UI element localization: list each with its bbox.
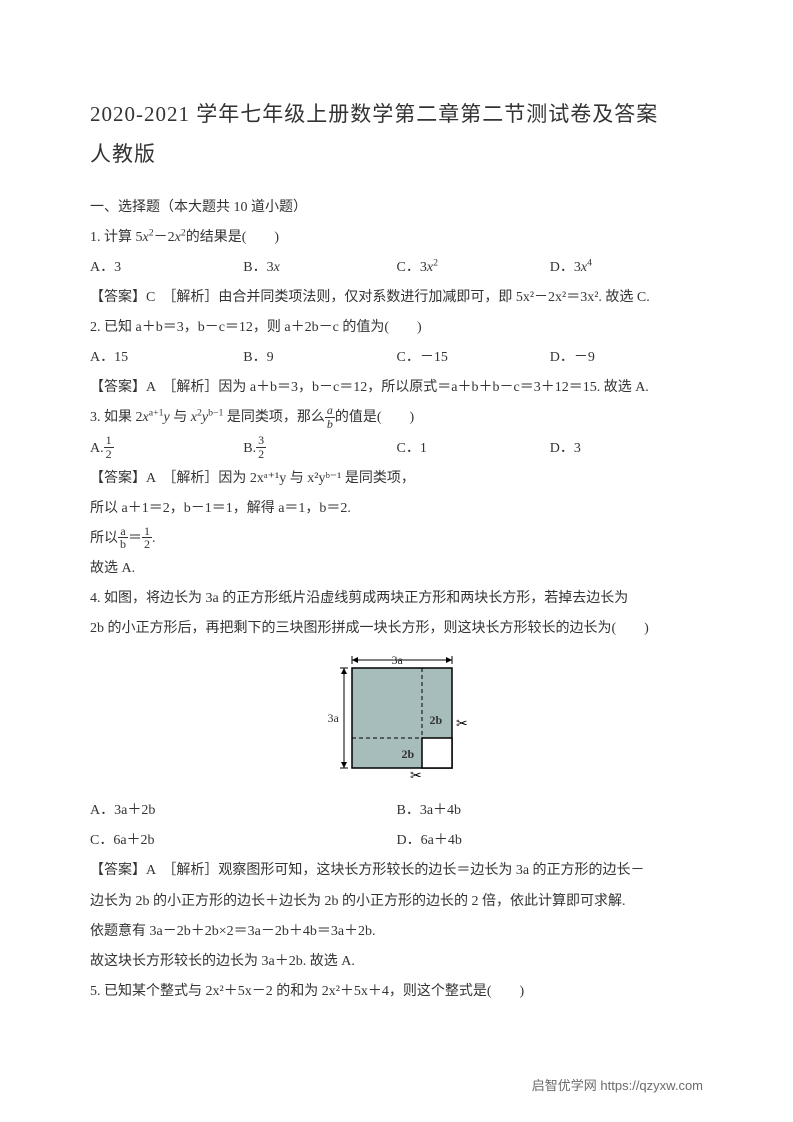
q3-answer-1: 【答案】A ［解析］因为 2xᵃ⁺¹y 与 x²yᵇ⁻¹ 是同类项， — [90, 464, 703, 494]
q3-opt-a: A.12 — [90, 434, 243, 464]
q2-stem: 2. 已知 a＋b＝3，b－c＝12，则 a＋2b－c 的值为( ) — [90, 313, 703, 343]
q2-opt-d: D．－9 — [550, 343, 703, 373]
q4-opt-b: B．3a＋4b — [397, 796, 704, 826]
fig-label-3a-top: 3a — [392, 648, 403, 674]
title-line-2: 人教版 — [90, 142, 156, 166]
q4-figure-wrap: ✂ ✂ 3a 3a 2b 2b — [90, 650, 703, 792]
q3-opt-d: D．3 — [550, 434, 703, 464]
q2-opt-b: B．9 — [243, 343, 396, 373]
q5-stem: 5. 已知某个整式与 2x²＋5x－2 的和为 2x²＋5x＋4，则这个整式是(… — [90, 977, 703, 1007]
fig-label-2b-right: 2b — [430, 708, 443, 734]
page-footer: 启智优学网 https://qzyxw.com — [532, 1072, 703, 1100]
q4-answer-3: 依题意有 3a－2b＋2b×2＝3a－2b＋4b＝3a＋2b. — [90, 917, 703, 947]
q1-opt-d: D．3x4 — [550, 253, 703, 283]
svg-text:✂: ✂ — [410, 769, 422, 780]
q1-opt-b: B．3x — [243, 253, 396, 283]
q1-answer: 【答案】C ［解析］由合并同类项法则，仅对系数进行加减即可，即 5x²－2x²＝… — [90, 283, 703, 313]
section-1-heading: 一、选择题（本大题共 10 道小题） — [90, 193, 703, 223]
fig-label-3a-left: 3a — [328, 706, 339, 732]
q4-stem-1: 4. 如图，将边长为 3a 的正方形纸片沿虚线剪成两块正方形和两块长方形，若掉去… — [90, 584, 703, 614]
q3-stem: 3. 如果 2xa+1y 与 x2yb−1 是同类项，那么ab的值是( ) — [90, 403, 703, 433]
q1-opt-a: A．3 — [90, 253, 243, 283]
fig-label-2b-bottom: 2b — [402, 742, 415, 768]
q4-answer-1: 【答案】A ［解析］观察图形可知，这块长方形较长的边长＝边长为 3a 的正方形的… — [90, 856, 703, 886]
q3-answer-2: 所以 a＋1＝2，b－1＝1，解得 a＝1，b＝2. — [90, 494, 703, 524]
q2-opt-a: A．15 — [90, 343, 243, 373]
q4-opt-d: D．6a＋4b — [397, 826, 704, 856]
q4-options-row2: C．6a＋2b D．6a＋4b — [90, 826, 703, 856]
q4-stem-2: 2b 的小正方形后，再把剩下的三块图形拼成一块长方形，则这块长方形较长的边长为(… — [90, 614, 703, 644]
q3-opt-b: B.32 — [243, 434, 396, 464]
q3-answer-3: 所以ab＝12. — [90, 524, 703, 554]
q2-opt-c: C．－15 — [397, 343, 550, 373]
q1-stem: 1. 计算 5x2－2x2的结果是( ) — [90, 223, 703, 253]
q4-answer-2: 边长为 2b 的小正方形的边长＋边长为 2b 的小正方形的边长的 2 倍，依此计… — [90, 887, 703, 917]
q4-opt-a: A．3a＋2b — [90, 796, 397, 826]
svg-text:✂: ✂ — [456, 717, 468, 732]
q4-opt-c: C．6a＋2b — [90, 826, 397, 856]
q1-opt-c: C．3x2 — [397, 253, 550, 283]
q2-options: A．15 B．9 C．－15 D．－9 — [90, 343, 703, 373]
q2-answer: 【答案】A ［解析］因为 a＋b＝3，b－c＝12，所以原式＝a＋b＋b－c＝3… — [90, 373, 703, 403]
title-line-1: 2020-2021 学年七年级上册数学第二章第二节测试卷及答案 — [90, 102, 658, 126]
q1-options: A．3 B．3x C．3x2 D．3x4 — [90, 253, 703, 283]
q3-options: A.12 B.32 C．1 D．3 — [90, 434, 703, 464]
q3-answer-4: 故选 A. — [90, 554, 703, 584]
q4-options-row1: A．3a＋2b B．3a＋4b — [90, 796, 703, 826]
q4-figure: ✂ ✂ 3a 3a 2b 2b — [322, 650, 472, 780]
fraction-a-over-b: ab — [325, 404, 335, 430]
q4-answer-4: 故这块长方形较长的边长为 3a＋2b. 故选 A. — [90, 947, 703, 977]
q3-opt-c: C．1 — [397, 434, 550, 464]
